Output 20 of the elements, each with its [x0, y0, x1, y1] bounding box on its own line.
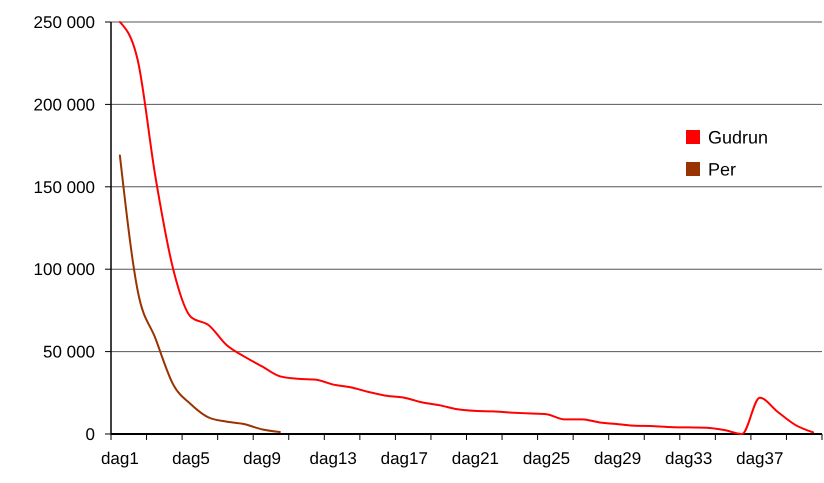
y-tick-label: 200 000 — [34, 95, 95, 114]
legend-label: Gudrun — [708, 127, 768, 148]
x-tick-label: dag29 — [594, 449, 642, 468]
y-tick-label: 100 000 — [34, 260, 95, 280]
legend-label: Per — [708, 159, 736, 180]
line-series — [118, 154, 281, 434]
y-tick-label: 0 — [86, 424, 95, 444]
x-tick-label: dag33 — [665, 449, 712, 468]
x-tick-label: dag5 — [172, 449, 210, 468]
y-tick-label: 50 000 — [43, 342, 95, 362]
x-tick-label: dag17 — [380, 449, 428, 468]
x-tick-label: dag13 — [310, 449, 357, 468]
y-tick-label: 150 000 — [34, 178, 95, 197]
y-tick-label: 250 000 — [34, 12, 95, 32]
line-series — [118, 21, 814, 435]
x-tick-label: dag1 — [100, 449, 139, 468]
x-tick-label: dag37 — [736, 449, 784, 468]
x-tick-label: dag21 — [452, 449, 500, 468]
x-tick-label: dag9 — [243, 449, 281, 468]
x-tick-label: dag25 — [522, 449, 570, 468]
